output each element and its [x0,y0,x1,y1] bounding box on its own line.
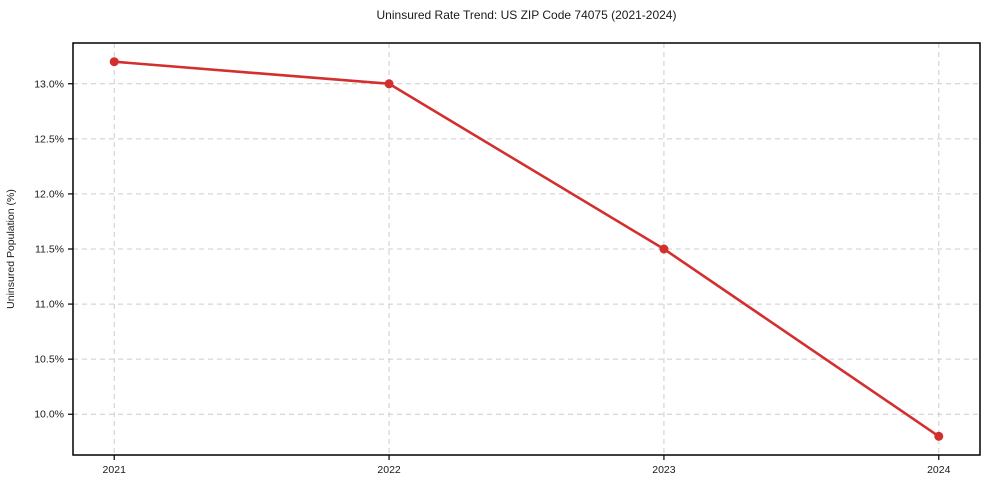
x-axis-tick-label: 2021 [103,464,127,476]
axis-layer: 10.0% 10.5% 11.0% 11.5% 12.0% 12.5% 13.0% 2021 2… [5,42,981,476]
trend-line [112,60,941,438]
data-point-marker [934,431,944,441]
data-point-marker [659,244,669,254]
data-point-marker [384,79,394,89]
grid-layer [73,43,980,455]
y-axis-tick-label: 12.0% [34,188,64,200]
y-axis-label: Uninsured Population (%) [5,189,17,309]
y-axis-tick-label: 11.0% [35,299,64,311]
y-axis-tick-label: 10.0% [34,409,64,421]
y-axis-tick-label: 11.5% [35,244,64,256]
y-axis-tick-label: 10.5% [34,354,64,366]
x-axis-tick-label: 2023 [652,464,676,476]
data-point-marker [109,57,119,67]
series-layer [109,57,944,441]
x-axis-tick-label: 2022 [377,464,401,476]
x-axis-tick-label: 2024 [927,464,951,476]
y-axis-tick-label: 13.0% [34,78,64,90]
y-axis-tick-label: 12.5% [34,133,64,145]
chart-title: Uninsured Rate Trend: US ZIP Code 74075 … [376,8,677,22]
